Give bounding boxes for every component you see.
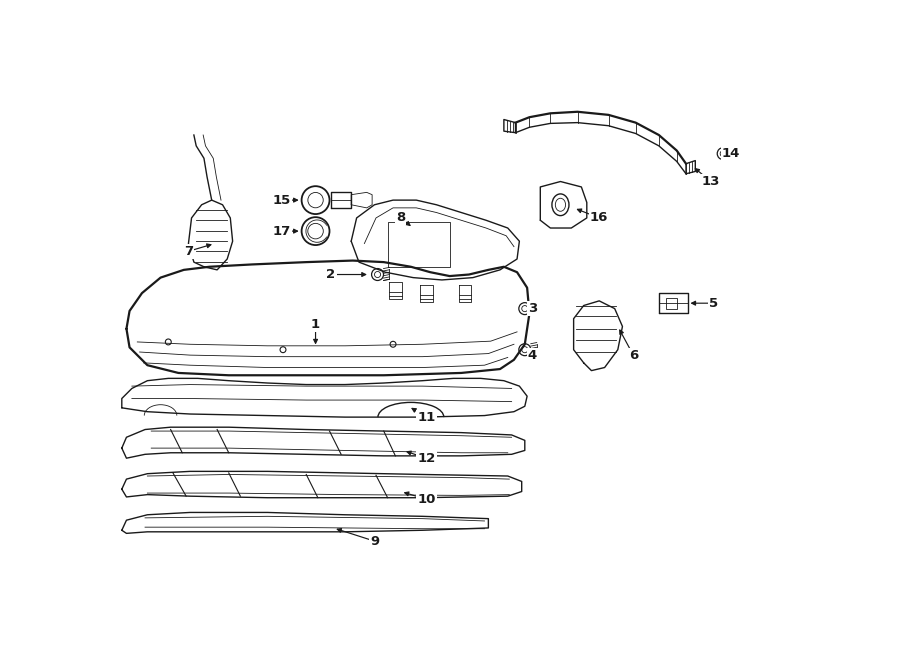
Text: 2: 2 xyxy=(327,268,336,281)
Text: 1: 1 xyxy=(311,318,320,330)
Text: 6: 6 xyxy=(629,348,638,362)
Text: 11: 11 xyxy=(418,410,436,424)
Text: 5: 5 xyxy=(708,297,717,310)
Text: 3: 3 xyxy=(528,302,537,315)
Bar xyxy=(666,297,677,309)
Text: 17: 17 xyxy=(273,225,291,237)
Text: 10: 10 xyxy=(418,492,436,506)
Text: 15: 15 xyxy=(273,194,291,207)
Text: 12: 12 xyxy=(418,451,436,465)
Text: 4: 4 xyxy=(528,348,537,362)
Text: 9: 9 xyxy=(370,535,379,547)
Text: 14: 14 xyxy=(722,147,740,160)
Text: 16: 16 xyxy=(590,212,608,225)
Text: 7: 7 xyxy=(184,245,193,258)
Text: 8: 8 xyxy=(396,212,405,225)
Text: 13: 13 xyxy=(702,175,720,188)
